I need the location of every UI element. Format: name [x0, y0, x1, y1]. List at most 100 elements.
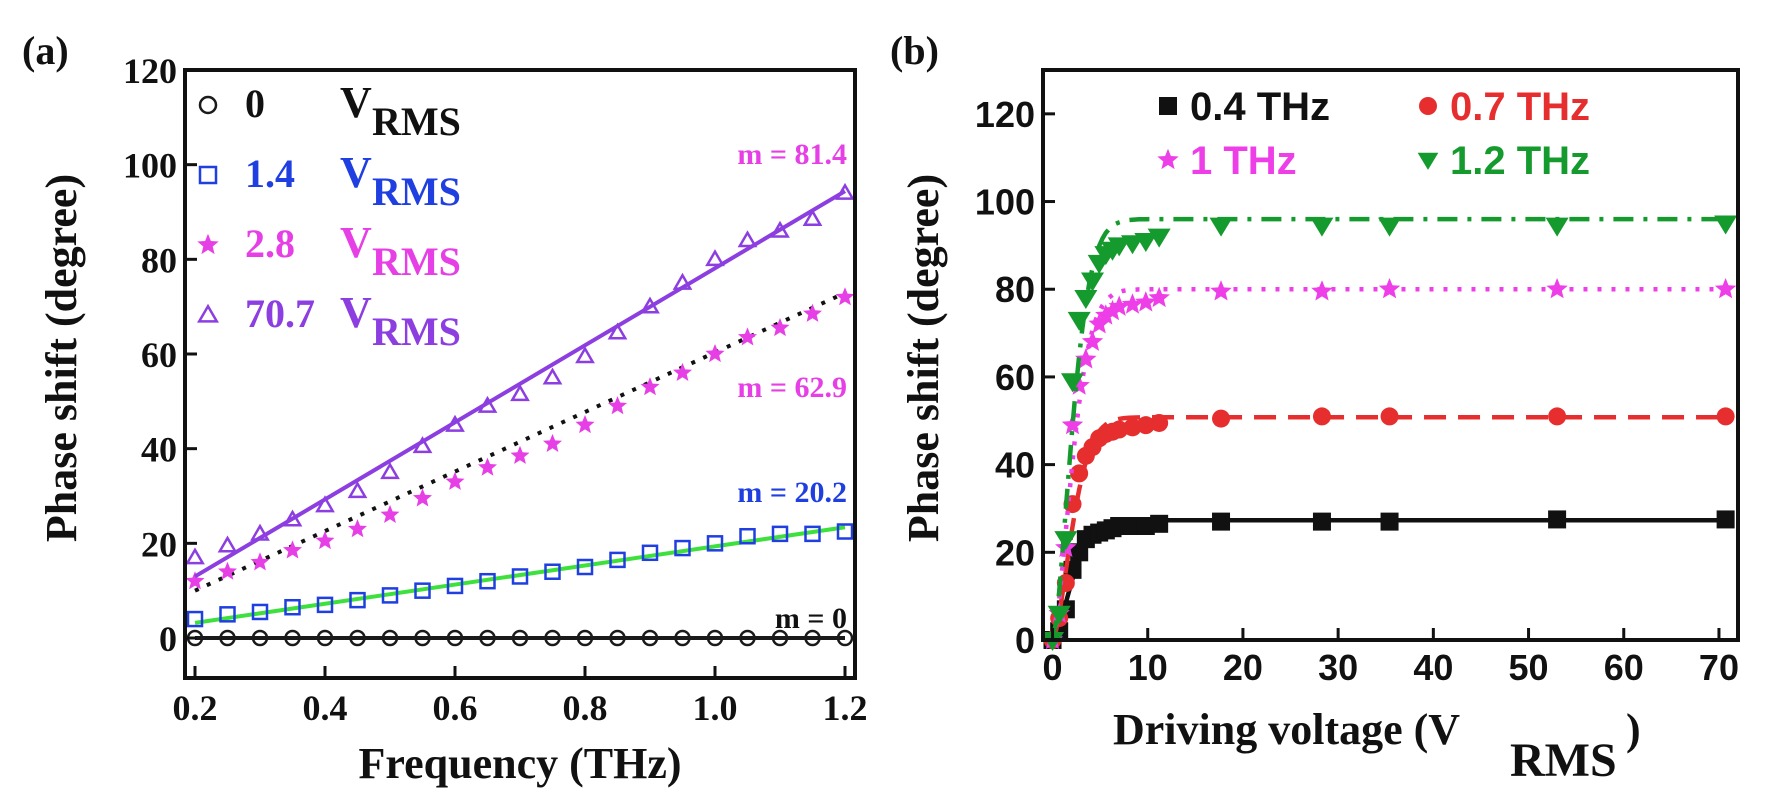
- marker-square: [576, 558, 594, 576]
- marker-triangle-down: [1310, 217, 1334, 237]
- marker-square: [804, 525, 821, 543]
- y-tick-label: 80: [141, 240, 177, 280]
- marker-square: [219, 606, 236, 623]
- x-tick-label: 0: [1043, 647, 1063, 688]
- marker-star: [1101, 299, 1124, 321]
- marker-star: [197, 233, 219, 255]
- legend-unit: V: [340, 218, 372, 267]
- marker-triangle: [575, 346, 595, 364]
- marker-star: [478, 457, 497, 476]
- legend-label: 1.2 THz: [1450, 139, 1590, 183]
- marker-circle: [511, 629, 529, 647]
- marker-square: [381, 587, 399, 604]
- marker-triangle: [737, 230, 758, 248]
- legend-marker-star: [197, 233, 219, 255]
- marker-star: [218, 561, 237, 580]
- legend-label: 0.4 THz: [1190, 85, 1330, 129]
- marker-star: [1135, 291, 1157, 312]
- marker-triangle: [347, 481, 368, 499]
- marker-square: [198, 165, 218, 185]
- marker-star: [250, 552, 270, 571]
- legend-marker-triangle: [197, 303, 219, 323]
- legend-item-2.8vrms: 2.8 V RMS: [197, 218, 461, 284]
- marker-circle: [1380, 407, 1399, 426]
- legend-unit: V: [340, 148, 372, 197]
- marker-square: [479, 572, 496, 590]
- marker-star: [1311, 280, 1333, 301]
- xlabel-sub: RMS: [1510, 734, 1617, 787]
- x-tick-label: 1.0: [693, 688, 738, 728]
- marker-circle: [1548, 407, 1567, 426]
- marker-triangle: [412, 436, 433, 454]
- marker-circle: [674, 629, 691, 647]
- marker-circle: [251, 629, 269, 647]
- marker-star: [1546, 278, 1568, 299]
- marker-triangle: [705, 249, 725, 267]
- marker-circle: [349, 629, 366, 647]
- panel-a-plot: [185, 182, 855, 647]
- series-star-points: [1041, 278, 1737, 650]
- marker-circle: [446, 629, 464, 647]
- marker-square: [511, 568, 529, 585]
- marker-star: [803, 303, 822, 322]
- series-star-points: [185, 287, 855, 590]
- marker-triangle: [640, 296, 660, 314]
- legend-label: 0: [245, 81, 265, 126]
- marker-star: [315, 531, 335, 550]
- marker-star: [348, 519, 367, 538]
- marker-square: [609, 551, 626, 569]
- marker-triangle-down: [1107, 237, 1131, 257]
- marker-square: [674, 539, 691, 557]
- x-tick-label: 1.2: [823, 688, 868, 728]
- panel-a-ylabel: Phase shift (degree): [37, 174, 86, 542]
- legend-marker-square: [198, 165, 218, 185]
- marker-star: [1148, 286, 1170, 308]
- fit-curve: [1050, 518, 1723, 642]
- marker-square: [1212, 512, 1231, 531]
- marker-circle: [641, 629, 659, 647]
- slope-label-70.7vrms: m = 81.4: [737, 138, 847, 171]
- marker-star: [738, 327, 757, 346]
- x-tick-label: 20: [1223, 647, 1263, 688]
- slope-label-0vrms: m = 0: [775, 602, 847, 635]
- panel-b-legend: 0.4 THz 0.7 THz 1 THz 1.2 THz: [1157, 85, 1590, 183]
- y-tick-label: 60: [141, 335, 177, 375]
- legend-unit-sub: RMS: [372, 169, 461, 214]
- marker-star: [770, 318, 790, 337]
- marker-circle: [1136, 416, 1155, 435]
- marker-triangle-down: [1714, 215, 1738, 235]
- marker-circle: [1150, 413, 1169, 432]
- marker-square: [836, 523, 854, 540]
- marker-star: [1095, 304, 1117, 325]
- x-tick-label: 0.8: [563, 688, 608, 728]
- legend-label: 1 THz: [1190, 139, 1297, 183]
- marker-square: [349, 591, 366, 609]
- marker-triangle: [477, 395, 498, 413]
- marker-star: [1081, 330, 1104, 351]
- panel-b-axes: 0 20 40 60 80 100 120 0 10 20 30 40 50 60 70: [975, 94, 1739, 688]
- marker-circle: [284, 629, 301, 647]
- legend-item-0.4thz: 0.4 THz: [1159, 85, 1330, 129]
- marker-triangle: [250, 523, 270, 541]
- marker-triangle: [542, 367, 563, 385]
- marker-triangle-down: [1134, 233, 1158, 252]
- marker-star: [543, 433, 562, 452]
- y-tick-label: 0: [159, 619, 177, 659]
- legend-unit-sub: RMS: [372, 239, 461, 284]
- marker-star: [673, 362, 692, 381]
- panel-a-frame: [183, 68, 857, 680]
- fit-line: [194, 525, 846, 625]
- legend-marker-triangle-down: [1417, 152, 1439, 170]
- fit-line: [193, 189, 847, 579]
- marker-star: [1108, 295, 1130, 316]
- marker-star: [640, 377, 660, 396]
- marker-circle: [706, 629, 724, 647]
- marker-triangle-down: [1545, 217, 1569, 237]
- xlabel-main: Driving voltage (V: [1113, 705, 1460, 754]
- legend-unit-sub: RMS: [372, 99, 461, 144]
- marker-triangle: [607, 322, 628, 340]
- series-square-points: [1043, 510, 1735, 649]
- legend-label: 2.8: [245, 221, 295, 266]
- marker-star: [1061, 413, 1084, 435]
